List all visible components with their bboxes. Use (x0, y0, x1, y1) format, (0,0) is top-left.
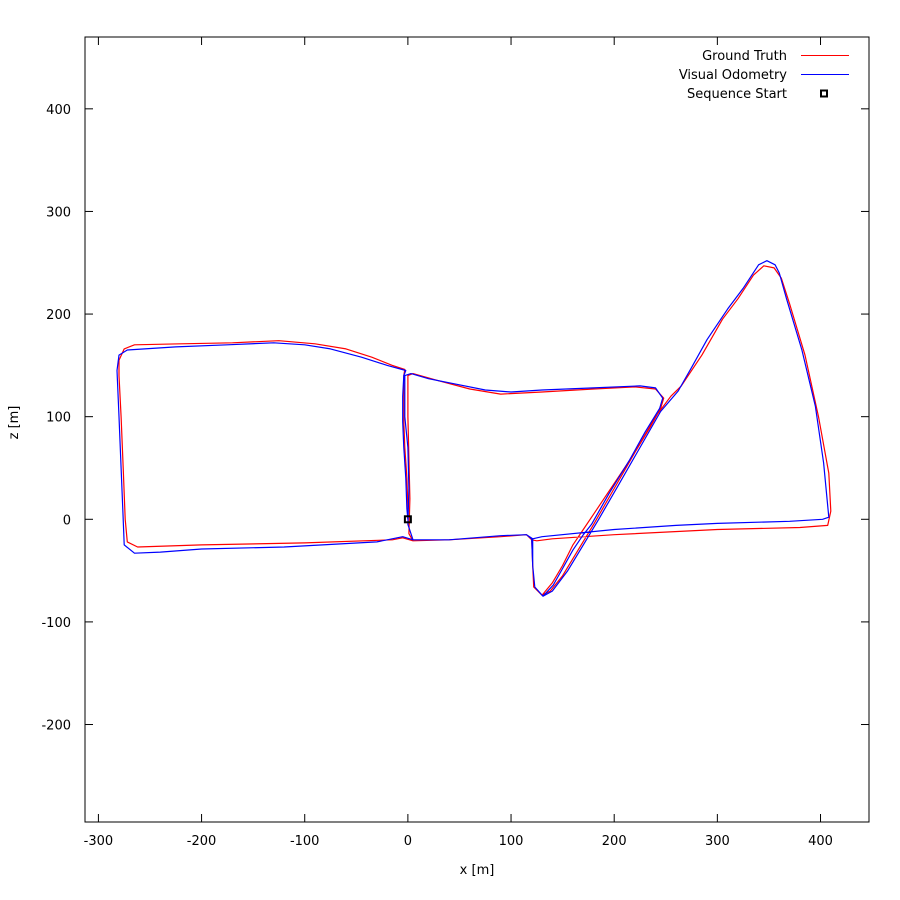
x-tick-label: 200 (602, 834, 627, 849)
y-axis-label: z [m] (7, 406, 22, 440)
axis-ticks (85, 37, 869, 822)
y-tick-label: 400 (46, 103, 71, 118)
x-tick-label: 400 (808, 834, 833, 849)
x-axis-label: x [m] (460, 863, 495, 878)
legend-label-visual-odometry: Visual Odometry (679, 68, 787, 83)
legend-label-sequence-start: Sequence Start (687, 87, 787, 102)
sequence-start-marker (403, 515, 412, 524)
y-tick-label: -200 (41, 719, 71, 734)
x-tick-label: -300 (84, 834, 114, 849)
legend-swatch-sequence-start (820, 89, 828, 98)
series-line-visual-odometry (116, 260, 830, 597)
x-tick-label: -100 (290, 834, 320, 849)
y-tick-label: -100 (41, 616, 71, 631)
x-tick-label: -200 (187, 834, 217, 849)
x-tick-label: 300 (705, 834, 730, 849)
y-tick-label: 300 (46, 205, 71, 220)
y-tick-label: 100 (46, 411, 71, 426)
plot-area-frame (84, 36, 870, 823)
y-tick-label: 200 (46, 308, 71, 323)
y-tick-label: 0 (63, 513, 71, 528)
legend-label-ground-truth: Ground Truth (702, 49, 787, 64)
x-tick-label: 100 (499, 834, 524, 849)
legend: Ground Truth Visual Odometry Sequence St… (679, 49, 849, 102)
markers (403, 515, 412, 524)
x-tick-label: 0 (404, 834, 412, 849)
tick-labels: -300 -200 -100 0 100 200 300 400 -200 -100 0 100 200… (41, 103, 832, 849)
series-lines (116, 260, 832, 597)
series-line-ground-truth (118, 265, 832, 596)
